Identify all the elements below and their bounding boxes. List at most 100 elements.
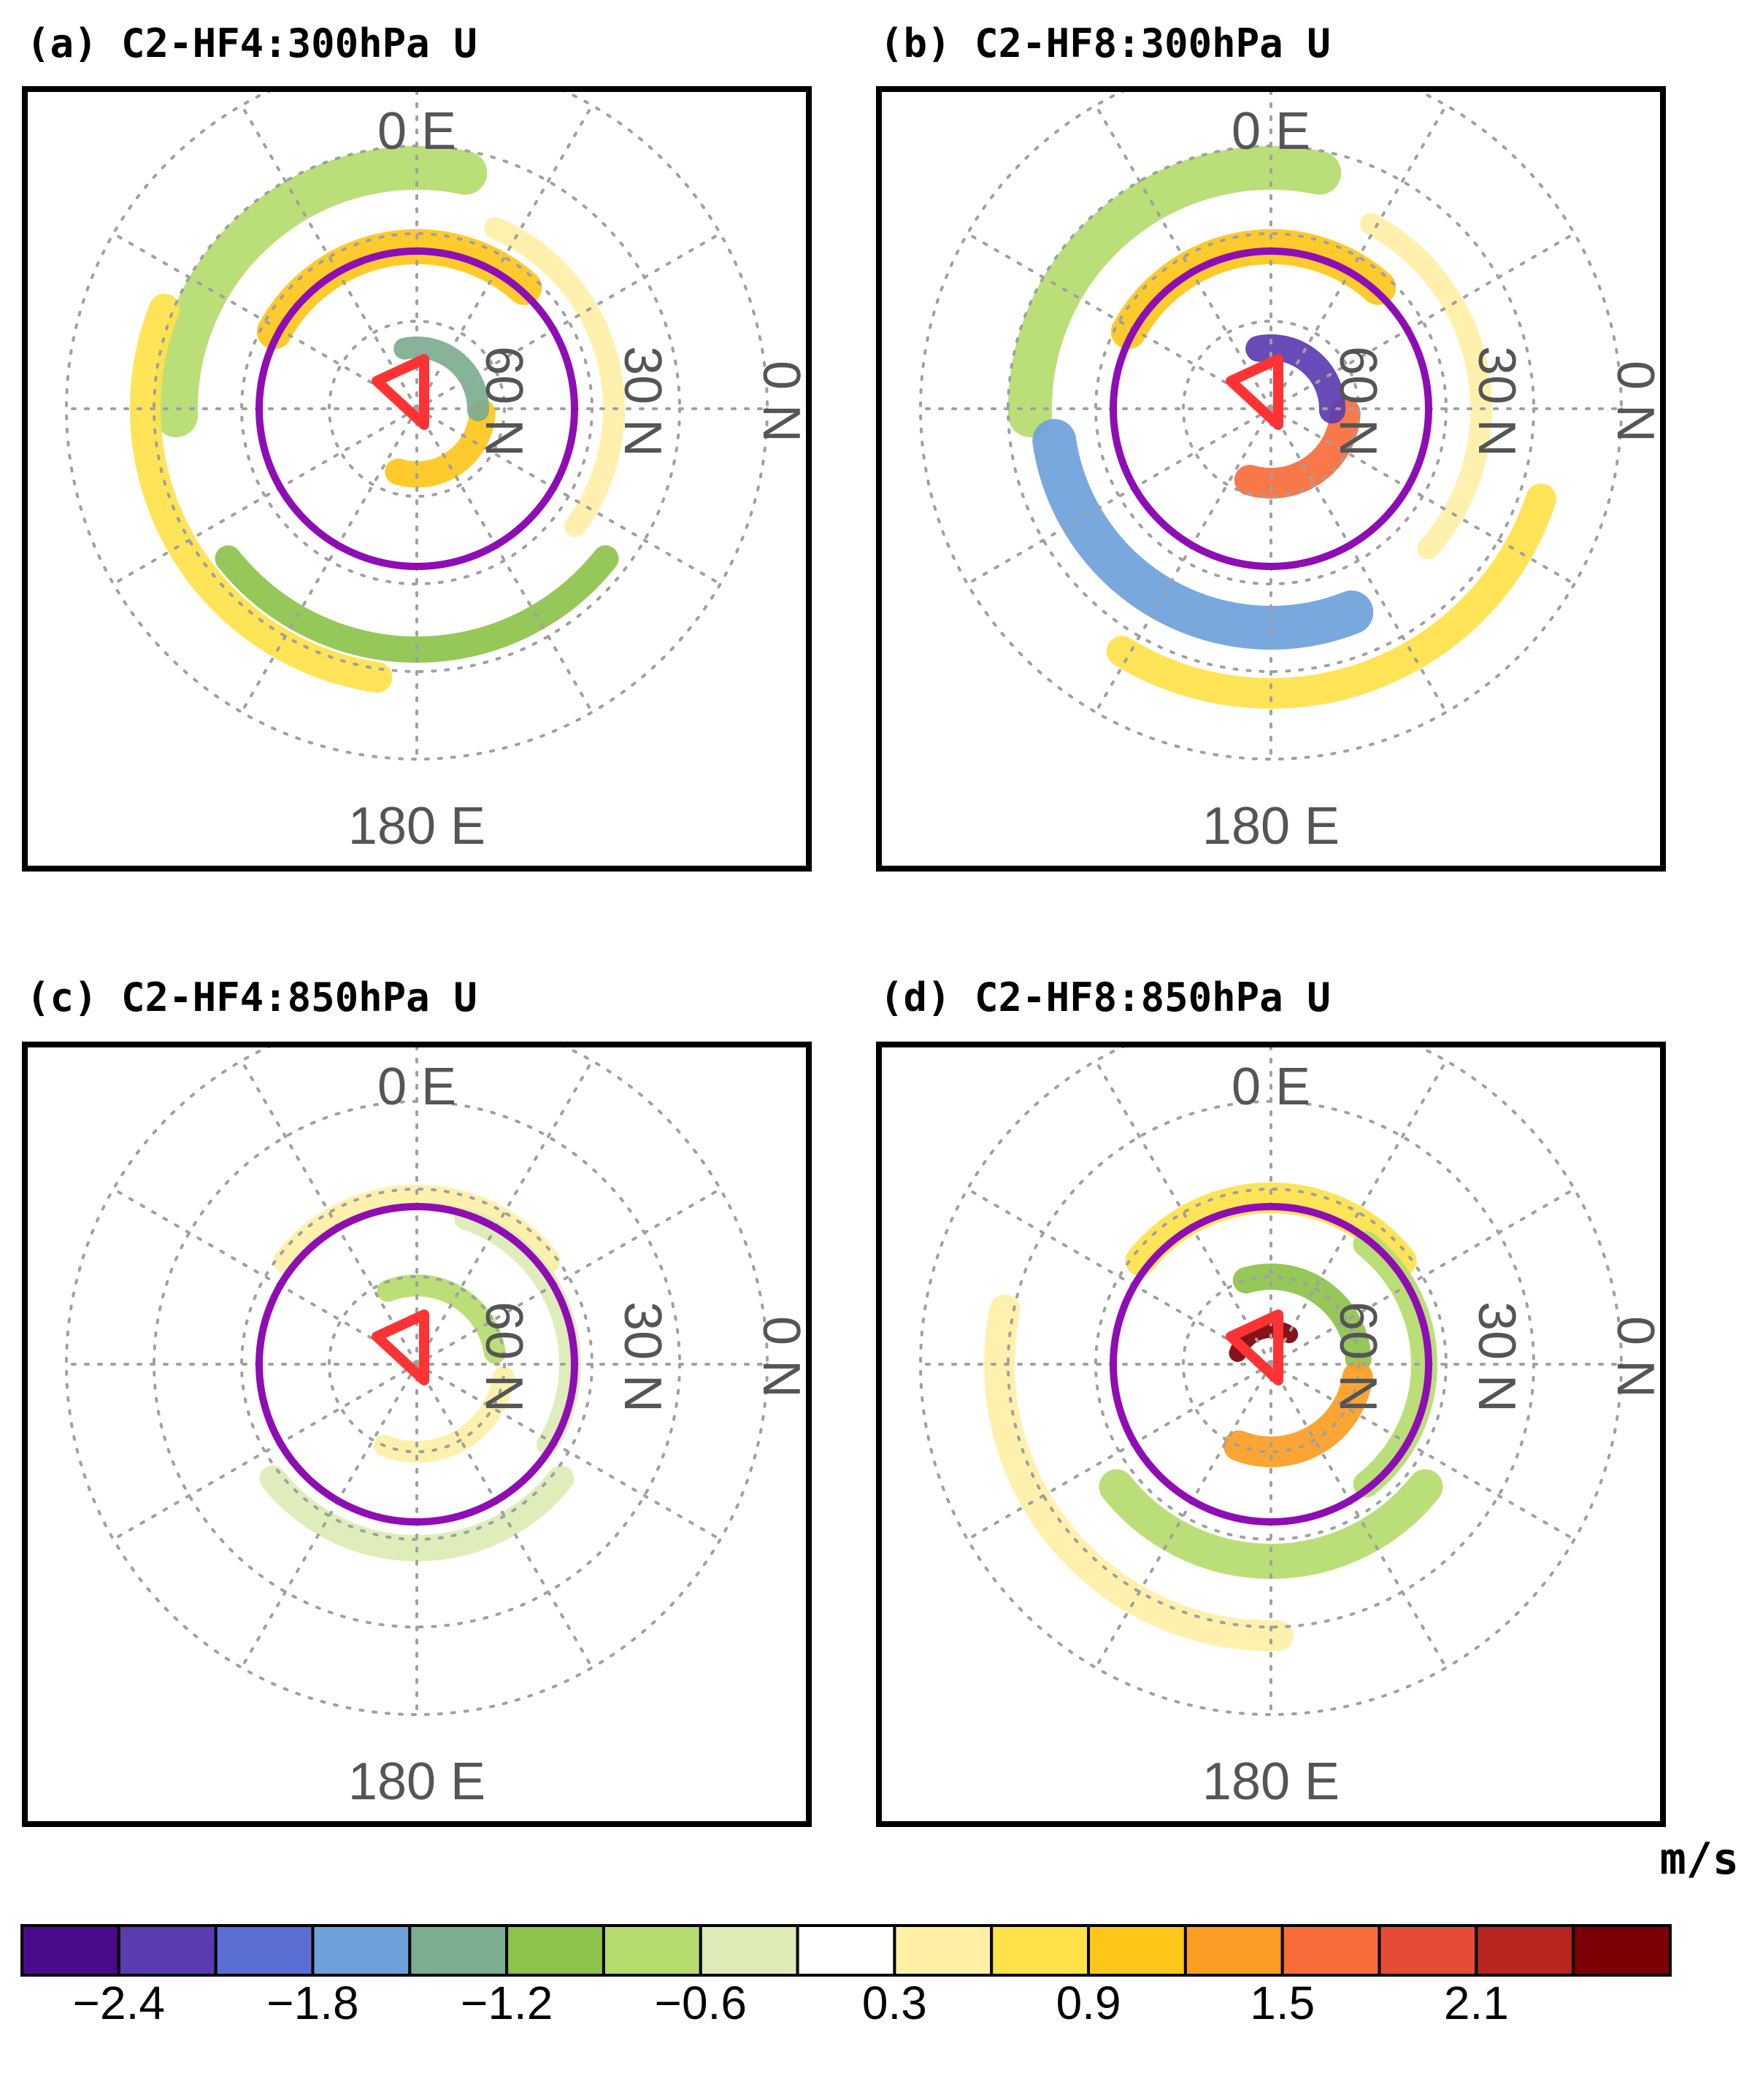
colorbar: −2.4 −1.8 −1.2 −0.6 0.3 0.9 1.5 2.1 xyxy=(20,1924,1672,2029)
map-label-bottom: 180 E xyxy=(348,797,485,855)
colorbar-swatch-3 xyxy=(311,1924,412,1977)
map-label-top: 0 E xyxy=(377,102,456,161)
lat-label-1: 30 N xyxy=(613,1301,672,1412)
meridian-line-4 xyxy=(1094,407,1272,714)
anomaly-band-1 xyxy=(1110,229,1396,350)
meridian-line-4 xyxy=(1094,1363,1272,1669)
anomaly-band-0 xyxy=(1125,1182,1417,1277)
panel-d-map: 0 E 180 E 60 N 30 N 0 N xyxy=(876,1042,1666,1827)
colorbar-swatch-6 xyxy=(602,1924,702,1977)
map-label-bottom: 180 E xyxy=(348,1753,485,1811)
latitude-circle-3 xyxy=(65,1047,769,1716)
map-svg: 0 E 180 E 60 N 30 N 0 N xyxy=(919,1047,1660,1811)
colorbar-swatch-0 xyxy=(20,1924,120,1977)
colorbar-tick-1: −1.8 xyxy=(266,1977,358,2029)
meridian-line-7 xyxy=(966,232,1272,410)
ring-60n xyxy=(1110,1203,1432,1526)
map-svg: 0 E 180 E 60 N 30 N 0 N xyxy=(919,92,1660,855)
panel-d-title: (d) C2-HF8:850hPa U xyxy=(880,974,1331,1020)
meridian-line-11 xyxy=(415,1188,722,1366)
meridian-line-1 xyxy=(1269,1363,1576,1541)
meridian-line-4 xyxy=(240,1363,418,1669)
colorbar-swatch-13 xyxy=(1280,1924,1381,1977)
panel-c-title: (c) C2-HF4:850hPa U xyxy=(26,974,477,1020)
meridian-line-10 xyxy=(1269,1059,1448,1366)
lat-label-1: 30 N xyxy=(613,346,672,457)
anomaly-band-4 xyxy=(454,1207,581,1455)
colorbar-swatch-9 xyxy=(893,1924,994,1977)
meridian-line-5 xyxy=(966,407,1272,585)
colorbar-tick-0: −2.4 xyxy=(73,1977,165,2029)
colorbar-tick-6: 1.5 xyxy=(1250,1977,1315,2029)
anomaly-band-6 xyxy=(484,217,625,537)
map-svg: 0 E 180 E 60 N 30 N 0 N xyxy=(65,92,806,855)
anomaly-band-5 xyxy=(984,1294,1294,1651)
panel-a-map: 0 E 180 E 60 N 30 N 0 N xyxy=(22,86,812,872)
colorbar-swatch-12 xyxy=(1183,1924,1284,1977)
red-triangle xyxy=(372,354,429,430)
lat-label-2: 0 N xyxy=(752,361,806,442)
anomaly-band-4 xyxy=(130,293,393,693)
panel-b-title: (b) C2-HF8:300hPa U xyxy=(880,20,1331,66)
colorbar-tick-5: 0.9 xyxy=(1056,1977,1121,2029)
meridian-line-1 xyxy=(1269,407,1576,585)
meridian-line-5 xyxy=(112,1363,418,1541)
map-label-top: 0 E xyxy=(1232,102,1310,161)
meridian-line-8 xyxy=(240,104,418,410)
meridian-line-2 xyxy=(1269,407,1448,714)
meridian-line-10 xyxy=(1269,104,1448,410)
lat-label-2: 0 N xyxy=(1606,361,1660,442)
meridian-line-5 xyxy=(966,1363,1272,1541)
latitude-circle-0 xyxy=(328,320,506,498)
anomaly-band-1 xyxy=(256,229,542,350)
anomaly-band-6 xyxy=(1353,1231,1437,1498)
panel-b-map: 0 E 180 E 60 N 30 N 0 N xyxy=(876,86,1666,872)
map-label-bottom: 180 E xyxy=(1202,797,1340,855)
latitude-circle-3 xyxy=(919,1047,1623,1716)
colorbar-tick-3: −0.6 xyxy=(655,1977,747,2029)
lat-label-2: 0 N xyxy=(752,1316,806,1398)
meridian-line-2 xyxy=(415,407,593,714)
ring-60n xyxy=(256,1203,578,1526)
latitude-circle-0 xyxy=(1182,320,1360,498)
meridian-line-11 xyxy=(1269,232,1576,410)
meridian-line-8 xyxy=(240,1059,418,1366)
meridian-line-10 xyxy=(415,104,593,410)
meridian-line-8 xyxy=(1094,104,1272,410)
meridian-line-5 xyxy=(112,407,418,585)
latitude-circle-3 xyxy=(65,92,769,761)
meridian-line-11 xyxy=(415,232,722,410)
lat-label-2: 0 N xyxy=(1606,1316,1660,1398)
map-label-top: 0 E xyxy=(377,1058,456,1116)
colorbar-swatch-11 xyxy=(1087,1924,1187,1977)
anomaly-band-4 xyxy=(1032,419,1374,650)
colorbar-tick-7: 2.1 xyxy=(1444,1977,1509,2029)
anomaly-band-3 xyxy=(393,336,489,422)
meridian-line-8 xyxy=(1094,1059,1272,1366)
colorbar-units: m/s xyxy=(1659,1834,1739,1885)
map-svg: 0 E 180 E 60 N 30 N 0 N xyxy=(65,1047,806,1811)
anomaly-band-5 xyxy=(1106,483,1556,709)
meridian-line-7 xyxy=(112,1188,418,1366)
meridian-line-2 xyxy=(1269,1363,1448,1669)
latitude-circle-0 xyxy=(1182,1275,1360,1453)
ring-60n xyxy=(1110,247,1432,570)
colorbar-swatch-10 xyxy=(990,1924,1091,1977)
anomaly-band-3 xyxy=(1245,334,1345,424)
colorbar-swatch-2 xyxy=(214,1924,315,1977)
lat-label-0: 60 N xyxy=(1329,1301,1387,1412)
red-triangle xyxy=(372,1309,429,1385)
lat-label-1: 30 N xyxy=(1467,346,1526,457)
anomaly-band-0 xyxy=(1008,146,1342,438)
meridian-line-7 xyxy=(966,1188,1272,1366)
meridian-line-1 xyxy=(415,407,722,585)
colorbar-swatch-1 xyxy=(117,1924,218,1977)
anomaly-band-6 xyxy=(1360,212,1492,560)
map-label-bottom: 180 E xyxy=(1202,1753,1340,1811)
meridian-line-2 xyxy=(415,1363,593,1669)
meridian-line-1 xyxy=(415,1363,722,1541)
panel-c-map: 0 E 180 E 60 N 30 N 0 N xyxy=(22,1042,812,1827)
red-triangle xyxy=(1226,1309,1283,1385)
latitude-circle-0 xyxy=(328,1275,506,1453)
colorbar-swatch-16 xyxy=(1572,1924,1672,1977)
